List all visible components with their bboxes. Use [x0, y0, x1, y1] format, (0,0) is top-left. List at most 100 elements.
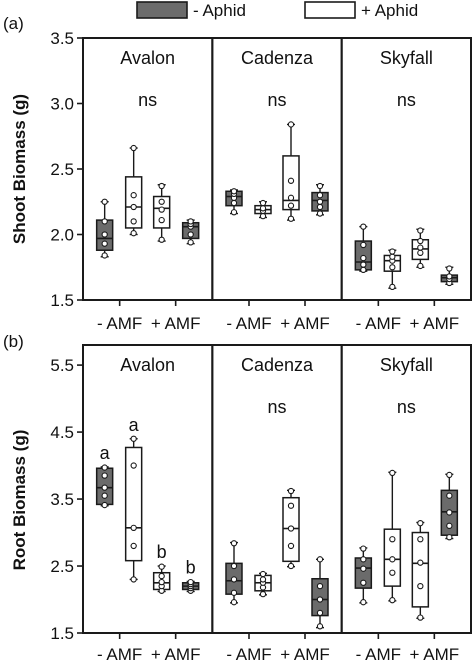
- data-point: [130, 192, 137, 199]
- data-point: [446, 534, 453, 541]
- data-point: [130, 576, 137, 583]
- box-avalon-amf-aphid: [181, 218, 200, 246]
- panel-a-shoot-biomass: 1.5 2.0 2.5 3.0 3.5 Avalon ns - AMF + AMF Cadenza…: [50, 29, 472, 333]
- data-point: [446, 273, 453, 280]
- data-point: [417, 227, 424, 234]
- data-point: [389, 569, 396, 576]
- box-avalon-amf-aphid: [95, 198, 114, 259]
- significance-skyfall: ns: [397, 90, 416, 110]
- data-point: [259, 576, 267, 583]
- data-point: [230, 188, 238, 195]
- x-tick-label-amf: + AMF: [280, 645, 330, 664]
- data-point: [287, 194, 295, 201]
- data-point: [287, 487, 295, 495]
- data-point: [417, 249, 424, 256]
- data-point: [130, 462, 137, 469]
- data-point: [316, 596, 324, 603]
- data-point: [230, 199, 238, 207]
- y-tick-label: 2.0: [50, 226, 74, 245]
- data-point: [389, 597, 396, 604]
- data-point: [287, 525, 295, 532]
- data-point: [360, 223, 367, 230]
- data-point: [360, 565, 367, 572]
- y-tick-label: 3.5: [50, 490, 74, 509]
- x-tick-label-amf: - AMF: [97, 645, 142, 664]
- box-cadenza-amf-aphid: [254, 199, 272, 220]
- data-point: [446, 265, 453, 272]
- significance-letter: a: [129, 415, 140, 435]
- data-point: [389, 283, 396, 291]
- data-point: [259, 199, 267, 207]
- box-skyfall-amf-aphid: [440, 471, 459, 541]
- data-point: [287, 542, 295, 550]
- data-point: [446, 509, 453, 516]
- x-tick-label-amf: - AMF: [226, 314, 271, 333]
- group-title-avalon: Avalon: [120, 355, 175, 375]
- data-point: [101, 464, 108, 471]
- data-point: [230, 599, 238, 606]
- significance-cadenza: ns: [267, 90, 286, 110]
- legend-swatch-plus-aphid: [304, 1, 356, 19]
- significance-letter: b: [186, 557, 196, 577]
- data-point: [316, 210, 324, 217]
- panel-label-a: (a): [3, 14, 24, 33]
- data-point: [417, 614, 424, 621]
- panel-label-b: (b): [3, 332, 24, 351]
- data-point: [287, 502, 295, 509]
- box-iqr: [124, 176, 143, 229]
- data-point: [417, 262, 424, 270]
- data-point: [287, 202, 295, 209]
- data-point: [446, 522, 453, 529]
- box-cadenza-amf-aphid: [282, 487, 300, 570]
- data-point: [360, 579, 367, 586]
- data-point: [360, 545, 367, 552]
- significance-letter: a: [100, 443, 111, 463]
- box-iqr: [411, 531, 430, 608]
- significance-cadenza: ns: [267, 397, 286, 417]
- data-point: [101, 492, 108, 499]
- data-point: [389, 253, 396, 260]
- data-point: [230, 589, 238, 596]
- x-tick-label-amf: - AMF: [356, 645, 401, 664]
- box-skyfall-amf-aphid: [383, 248, 402, 291]
- box-skyfall-amf-aphid: [383, 469, 402, 604]
- data-point: [287, 177, 295, 184]
- y-tick-label: 1.5: [50, 624, 74, 643]
- data-point: [287, 121, 295, 128]
- data-point: [158, 206, 165, 213]
- data-point: [230, 209, 238, 216]
- box-cadenza-amf-aphid: [311, 556, 329, 630]
- legend-label-minus-aphid: - Aphid: [193, 1, 246, 20]
- plot-frame: [82, 37, 472, 301]
- group-title-skyfall: Skyfall: [380, 48, 433, 68]
- data-point: [389, 248, 396, 255]
- data-point: [101, 252, 108, 259]
- data-point: [101, 231, 108, 238]
- data-point: [259, 570, 267, 578]
- significance-letter: b: [157, 542, 167, 562]
- data-point: [101, 240, 108, 247]
- data-point: [287, 562, 295, 570]
- box-skyfall-amf-aphid: [354, 223, 373, 274]
- data-point: [158, 236, 165, 243]
- box-cadenza-amf-aphid: [311, 182, 329, 217]
- data-point: [101, 501, 108, 509]
- data-point: [360, 241, 367, 249]
- data-point: [187, 231, 194, 238]
- y-tick-label: 2.5: [50, 160, 74, 179]
- legend-label-plus-aphid: + Aphid: [361, 1, 418, 20]
- box-avalon-amf-aphid: b: [181, 557, 200, 594]
- data-point: [417, 536, 424, 543]
- box-skyfall-amf-aphid: [354, 545, 373, 606]
- box-cadenza-amf-aphid: [282, 121, 300, 222]
- data-point: [417, 237, 424, 245]
- data-point: [417, 244, 424, 251]
- data-point: [316, 182, 324, 190]
- data-point: [230, 540, 238, 547]
- data-point: [130, 218, 137, 225]
- x-tick-label-amf: - AMF: [97, 314, 142, 333]
- data-point: [130, 435, 137, 442]
- data-point: [389, 264, 396, 271]
- data-point: [130, 203, 137, 211]
